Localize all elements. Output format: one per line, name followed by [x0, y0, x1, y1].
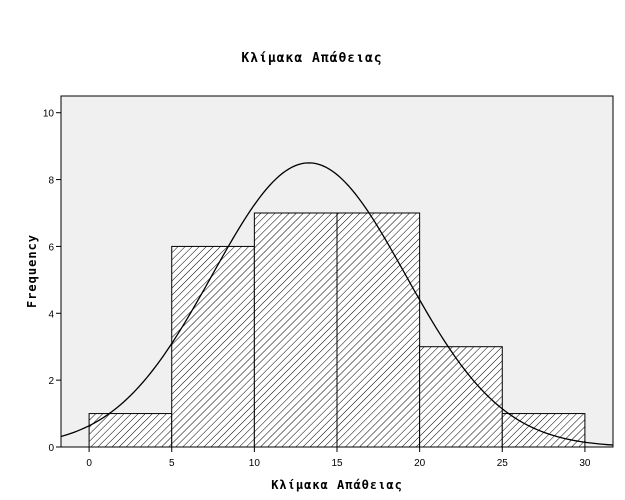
y-tick-label-0: 0 [48, 443, 54, 454]
histogram-bar-5 [501, 413, 586, 448]
x-tick-label-0: 0 [86, 458, 92, 469]
x-axis-label: Κλίμακα Απάθειας [271, 478, 403, 492]
y-tick-label-2: 4 [48, 309, 54, 320]
x-tick-label-6: 30 [579, 458, 591, 469]
y-tick-label-1: 2 [48, 376, 54, 387]
y-axis-label: Frequency [25, 234, 39, 308]
histogram-bars [88, 212, 586, 448]
normal-curve [61, 162, 613, 446]
histogram-bar-1 [171, 245, 255, 448]
histogram-bar-3 [336, 212, 421, 448]
x-tick-label-5: 25 [497, 458, 509, 469]
x-tick-label-3: 15 [331, 458, 343, 469]
x-tick-label-1: 5 [169, 458, 175, 469]
normal-curve-layer [61, 162, 613, 446]
histogram-bar-2 [253, 212, 338, 448]
y-axis: 0 2 4 6 8 10 [43, 109, 61, 454]
y-tick-label-3: 6 [48, 242, 54, 253]
histogram-bar-4 [419, 346, 503, 448]
y-tick-label-5: 10 [43, 109, 55, 120]
y-tick-label-4: 8 [48, 176, 54, 187]
histogram-bar-0 [88, 413, 173, 448]
x-tick-label-4: 20 [414, 458, 426, 469]
chart-title: Κλίμακα Απάθειας [241, 51, 382, 66]
x-tick-label-2: 10 [249, 458, 261, 469]
x-axis: 0 5 10 15 20 25 30 [86, 447, 591, 469]
